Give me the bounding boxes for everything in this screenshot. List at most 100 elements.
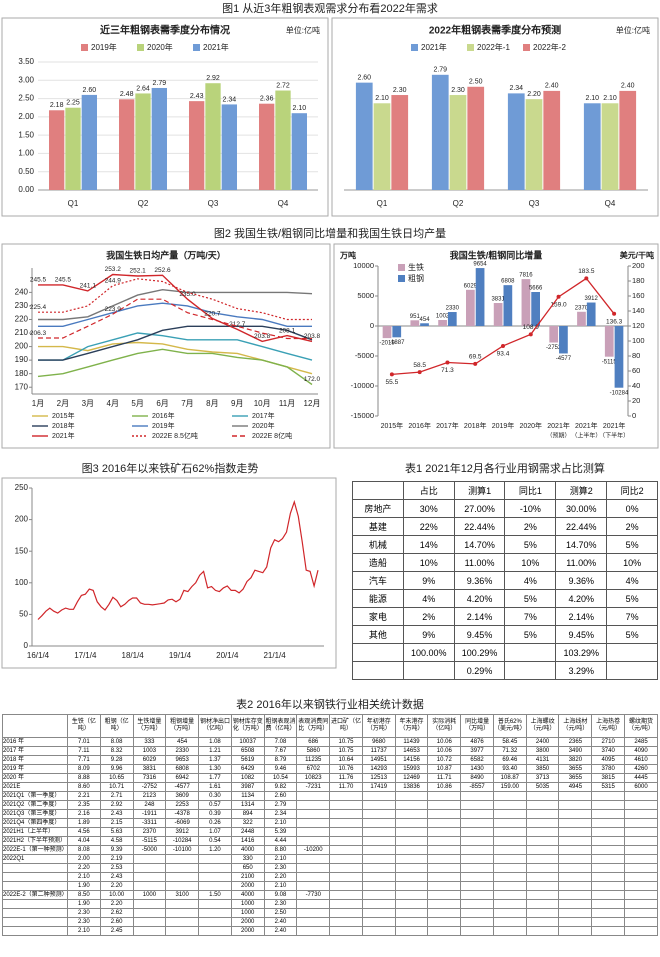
y-tick-label: 150 — [15, 546, 29, 555]
cell: 2330 — [165, 746, 200, 756]
value-label: 245.5 — [30, 277, 47, 284]
cell: -3311 — [132, 818, 167, 828]
cell: 3490 — [558, 746, 593, 756]
cell — [525, 818, 560, 828]
cell — [624, 917, 658, 927]
cell: 2.10 — [67, 926, 101, 936]
value-label: 253.2 — [105, 266, 122, 273]
cell — [525, 881, 560, 891]
cell: 1.61 — [198, 782, 232, 792]
bar — [391, 95, 409, 190]
cell — [427, 926, 462, 936]
cell — [624, 872, 658, 882]
y2-tick-label: 0 — [632, 411, 636, 420]
value-label: 2.79 — [433, 67, 447, 74]
cell — [329, 917, 363, 927]
cell — [427, 917, 462, 927]
cell — [606, 643, 658, 662]
cell: 1.90 — [67, 899, 101, 909]
x-tick-label: 5月 — [131, 399, 143, 408]
x-tick-label: 2月 — [57, 399, 69, 408]
value-label: 55.5 — [386, 379, 399, 386]
cell — [427, 809, 462, 819]
bar — [559, 326, 568, 354]
cell: 2021H1（上半年） — [2, 827, 68, 837]
cell — [361, 863, 396, 873]
cell: 8.08 — [99, 737, 134, 747]
cell: 2021E — [2, 782, 68, 792]
cell — [361, 908, 396, 918]
cell: 4131 — [525, 755, 560, 765]
legend-label: 生铁 — [408, 262, 424, 272]
bar — [577, 311, 586, 326]
cell: 2.16 — [67, 809, 101, 819]
x-tick-label: Q1 — [68, 199, 79, 208]
cell — [492, 917, 527, 927]
value-label: 2.43 — [190, 93, 204, 100]
y-tick-label: 230 — [15, 301, 29, 310]
value-label: -10284 — [610, 390, 629, 396]
cell: 12469 — [394, 773, 429, 783]
x-tick-label: 2016年 — [408, 421, 431, 430]
cell: 10% — [504, 553, 557, 572]
value-label: 2.60 — [83, 87, 97, 94]
y2-tick-label: 120 — [632, 321, 645, 330]
y-tick-label: -10000 — [351, 381, 374, 390]
cell: 2.21 — [67, 791, 101, 801]
y-tick-label: -15000 — [351, 411, 374, 420]
cell — [361, 818, 396, 828]
cell: 2100 — [230, 872, 265, 882]
cell: 7316 — [132, 773, 167, 783]
cell — [460, 899, 494, 909]
series-line — [38, 325, 313, 361]
cell — [624, 800, 658, 810]
cell — [198, 872, 232, 882]
cell: 9653 — [165, 755, 200, 765]
cell: -8557 — [460, 782, 494, 792]
cell — [525, 926, 560, 936]
value-label: 5666 — [529, 286, 543, 292]
bar — [601, 103, 619, 190]
cell — [427, 827, 462, 837]
table-container: 占比 测算1 同比1 测算2 同比2 房地产 30% 27.00% -10% 30.00% 0% 基建… — [352, 481, 658, 680]
cell: 30% — [402, 499, 455, 518]
legend-swatch — [193, 44, 200, 51]
cell: 1314 — [230, 800, 265, 810]
y-tick-label: 0.00 — [18, 185, 34, 194]
cell: 10.54 — [263, 773, 298, 783]
cell: 14653 — [394, 746, 429, 756]
cell: 2020 年 — [2, 773, 68, 783]
legend-label: 2017年 — [252, 411, 275, 420]
x-tick-label: 2017年 — [436, 421, 459, 430]
value-label: 2.40 — [621, 83, 635, 90]
cell — [624, 818, 658, 828]
bar — [65, 107, 81, 190]
header-cell: 同比增量（万吨） — [460, 714, 494, 738]
value-label: 136.3 — [606, 318, 623, 325]
y2-tick-label: 40 — [632, 381, 640, 390]
bar — [205, 83, 221, 190]
cell: 8490 — [460, 773, 494, 783]
header-cell: 测算2 — [555, 481, 608, 500]
x-tick-label: Q1 — [377, 199, 388, 208]
cell — [504, 643, 557, 662]
cell: 4% — [402, 589, 455, 608]
cell — [427, 791, 462, 801]
cell — [2, 917, 68, 927]
cell — [296, 908, 331, 918]
value-label: 2.64 — [136, 85, 150, 92]
cell: 14% — [402, 535, 455, 554]
cell: 330 — [230, 854, 265, 864]
cell — [525, 845, 560, 855]
cell — [165, 863, 200, 873]
cell: 3609 — [165, 791, 200, 801]
cell: 5% — [606, 625, 658, 644]
cell: 11.71 — [427, 773, 462, 783]
cell: 2.30 — [67, 917, 101, 927]
cell: 1000 — [132, 890, 167, 900]
cell — [460, 827, 494, 837]
cell: 2.20 — [99, 881, 134, 891]
legend-swatch — [467, 44, 474, 51]
x-tick-label: 20/1/4 — [216, 651, 239, 660]
cell — [427, 836, 462, 846]
